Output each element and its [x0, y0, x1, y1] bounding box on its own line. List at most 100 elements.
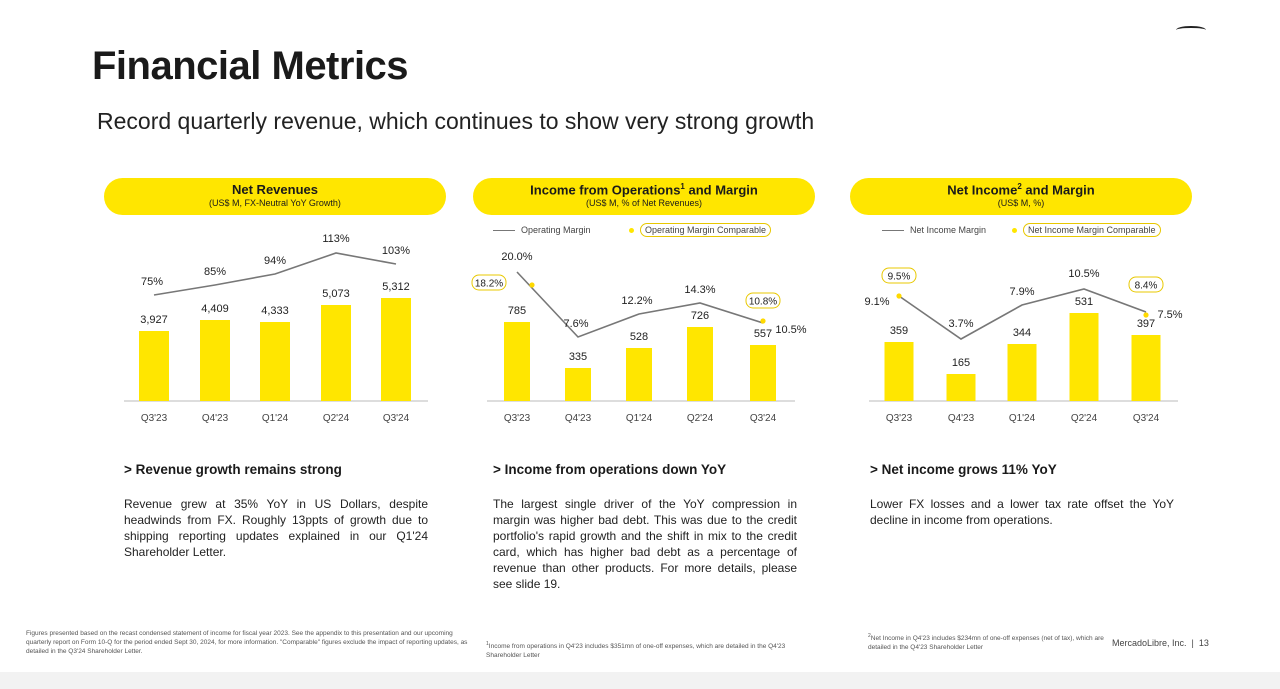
bar-value-label: 5,073 — [322, 288, 350, 300]
comparable-point — [896, 293, 902, 299]
comparable-value-label: 10.8% — [749, 297, 777, 308]
bar-Q1'24 — [1007, 344, 1037, 401]
income-ops-heading: > Income from operations down YoY — [493, 462, 727, 477]
legend-line-marker — [493, 230, 515, 232]
line-value-label: 7.5% — [1157, 309, 1182, 321]
income-ops-body: The largest single driver of the YoY com… — [493, 497, 797, 591]
comparable-value-label: 8.4% — [1135, 281, 1158, 292]
bar-value-label: 397 — [1137, 318, 1155, 330]
bar-value-label: 557 — [754, 328, 772, 340]
bar-value-label: 4,333 — [261, 305, 289, 317]
bar-Q2'24 — [687, 327, 713, 401]
net-income-chart: 359 Q3'23 165 Q4'23 344 Q1'24 531 Q2'24 397 Q3'24… — [864, 267, 1183, 424]
income-from-operations-header: Income from Operations1 and Margin (US$ … — [473, 178, 815, 215]
net-income-body: Lower FX losses and a lower tax rate off… — [870, 497, 1174, 527]
line-value-label: 10.5% — [775, 324, 806, 336]
line-value-label: 10.5% — [1068, 268, 1099, 280]
margin-line — [153, 252, 397, 296]
bar-value-label: 5,312 — [382, 281, 410, 293]
x-tick-label: Q3'24 — [1133, 413, 1160, 424]
line-value-label: 12.2% — [621, 295, 652, 307]
revenue-body: Revenue grew at 35% YoY in US Dollars, d… — [124, 497, 428, 559]
line-value-label: 3.7% — [948, 318, 973, 330]
legend-line-marker — [882, 230, 904, 232]
bar-Q4'23 — [200, 320, 230, 401]
comparable-point — [529, 282, 535, 288]
footnote-general: Figures presented based on the recast co… — [26, 630, 468, 655]
comparable-point — [760, 318, 766, 324]
net-income-heading: > Net income grows 11% YoY — [870, 462, 1057, 477]
bar-Q4'23 — [565, 368, 591, 401]
margin-line — [516, 271, 764, 338]
bar-value-label: 785 — [508, 305, 526, 317]
net-revenues-header: Net Revenues (US$ M, FX-Neutral YoY Grow… — [104, 178, 446, 215]
x-tick-label: Q4'23 — [948, 413, 975, 424]
line-value-label: 9.1% — [864, 296, 889, 308]
company-page-footer: MercadoLibre, Inc. | 13 — [1112, 638, 1209, 648]
comparable-value-label: 9.5% — [888, 272, 911, 283]
net-income-margin-legend: Net Income Margin Net Income Margin Comp… — [850, 222, 1192, 242]
operating-margin-legend: Operating Margin Operating Margin Compar… — [473, 222, 815, 242]
x-tick-label: Q2'24 — [1071, 413, 1098, 424]
x-tick-label: Q1'24 — [262, 413, 289, 424]
net-revenues-chart: 3,927 Q3'23 4,409 Q4'23 4,333 Q1'24 5,073 Q2'24… — [124, 233, 428, 424]
bar-Q3'23 — [884, 342, 914, 401]
x-tick-label: Q1'24 — [1009, 413, 1036, 424]
x-tick-label: Q4'23 — [202, 413, 229, 424]
comparable-point — [1143, 312, 1149, 318]
x-tick-label: Q3'23 — [886, 413, 913, 424]
comparable-label-box — [471, 274, 507, 291]
bar-value-label: 335 — [569, 351, 587, 363]
line-value-label: 20.0% — [501, 251, 532, 263]
legend-operating-margin-comparable: Operating Margin Comparable — [629, 223, 772, 237]
bar-value-label: 344 — [1013, 327, 1031, 339]
line-value-label: 113% — [322, 233, 350, 245]
bar-Q1'24 — [626, 348, 652, 401]
bar-Q1'24 — [260, 322, 290, 401]
line-value-label: 7.6% — [563, 318, 588, 330]
footnote-1: 1Income from operations in Q4'23 include… — [486, 641, 786, 660]
line-value-label: 14.3% — [684, 284, 715, 296]
net-income-title: Net Income2 and Margin — [947, 182, 1095, 198]
bar-value-label: 359 — [890, 325, 908, 337]
legend-dot-marker — [1012, 228, 1017, 234]
bar-value-label: 528 — [630, 331, 648, 343]
legend-net-income-margin-comparable: Net Income Margin Comparable — [1012, 223, 1161, 237]
bar-value-label: 3,927 — [140, 314, 168, 326]
x-tick-label: Q3'24 — [750, 413, 777, 424]
top-corner-mark — [1176, 26, 1206, 34]
legend-operating-margin: Operating Margin — [493, 225, 591, 235]
bar-value-label: 531 — [1075, 296, 1093, 308]
bar-value-label: 4,409 — [201, 303, 229, 315]
x-tick-label: Q1'24 — [626, 413, 653, 424]
income-from-operations-chart: 785 Q3'23 335 Q4'23 528 Q1'24 726 Q2'24 557 Q3'24… — [471, 251, 807, 424]
income-from-operations-subtitle: (US$ M, % of Net Revenues) — [585, 198, 703, 209]
net-revenues-subtitle: (US$ M, FX-Neutral YoY Growth) — [209, 198, 341, 208]
bar-Q4'23 — [946, 374, 976, 401]
line-value-label: 103% — [382, 245, 410, 257]
x-tick-label: Q4'23 — [565, 413, 592, 424]
x-tick-label: Q2'24 — [687, 413, 714, 424]
bar-Q3'23 — [139, 331, 169, 401]
line-value-label: 75% — [141, 276, 163, 288]
bar-Q3'24 — [381, 298, 411, 401]
legend-dot-marker — [629, 228, 634, 234]
bottom-band — [0, 672, 1280, 689]
line-value-label: 94% — [264, 255, 286, 267]
net-income-subtitle: (US$ M, %) — [997, 198, 1045, 209]
comparable-label-box — [1128, 276, 1164, 293]
comparable-label-box — [881, 267, 917, 284]
page-subtitle: Record quarterly revenue, which continue… — [97, 108, 815, 134]
x-tick-label: Q3'24 — [383, 413, 410, 424]
bar-value-label: 165 — [952, 357, 970, 369]
comparable-value-label: 18.2% — [475, 279, 503, 290]
x-tick-label: Q3'23 — [504, 413, 531, 424]
bar-Q3'24 — [1131, 335, 1161, 401]
net-income-header: Net Income2 and Margin (US$ M, %) — [850, 178, 1192, 215]
line-value-label: 85% — [204, 266, 226, 278]
net-revenues-title: Net Revenues — [232, 182, 318, 197]
bar-value-label: 726 — [691, 310, 709, 322]
revenue-heading: > Revenue growth remains strong — [124, 462, 342, 477]
line-value-label: 7.9% — [1009, 286, 1034, 298]
comparable-label-box — [745, 292, 781, 309]
